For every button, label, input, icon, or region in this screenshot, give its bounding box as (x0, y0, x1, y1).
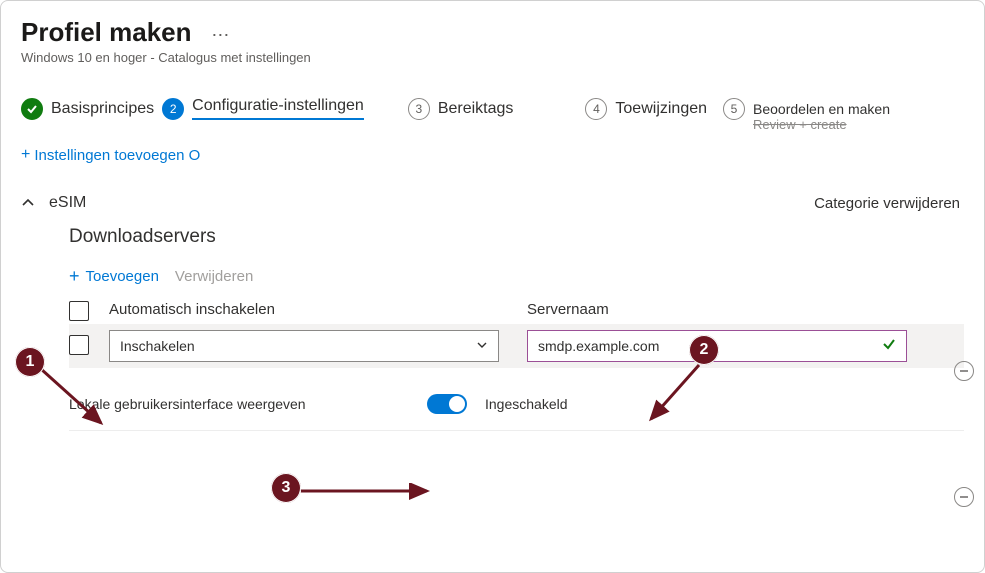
wizard-steps: Basisprincipes 2 Configuratie-instelling… (21, 97, 964, 120)
annotation-badge-2: 2 (689, 335, 719, 365)
step-active-icon: 2 (162, 98, 184, 120)
plus-icon: + (21, 146, 30, 164)
remove-setting-icon[interactable] (954, 361, 974, 381)
valid-check-icon (882, 337, 896, 356)
select-all-checkbox[interactable] (69, 301, 89, 321)
plus-icon: + (69, 266, 80, 287)
step-basics-label[interactable]: Basisprincipes (51, 100, 154, 118)
add-settings-label: Instellingen toevoegen O (34, 147, 200, 164)
table-row: Inschakelen smdp.example.com (69, 324, 964, 368)
auto-enable-dropdown[interactable]: Inschakelen (109, 330, 499, 362)
remove-category-link[interactable]: Categorie verwijderen (814, 195, 960, 212)
step-scope-label[interactable]: Bereiktags (438, 100, 514, 118)
add-row-button[interactable]: + Toevoegen (69, 266, 159, 287)
annotation-arrow-2 (643, 361, 713, 431)
server-name-value: smdp.example.com (538, 338, 659, 354)
remove-setting-icon[interactable] (954, 487, 974, 507)
page-subtitle: Windows 10 en hoger - Catalogus met inst… (21, 50, 964, 65)
add-settings-link[interactable]: + Instellingen toevoegen O (21, 146, 200, 164)
remove-row-button[interactable]: Verwijderen (175, 268, 253, 285)
step-3-icon: 3 (408, 98, 430, 120)
step-5-icon: 5 (723, 98, 745, 120)
chevron-down-icon (476, 338, 488, 354)
annotation-badge-1: 1 (15, 347, 45, 377)
more-icon[interactable]: ⋯ (211, 25, 229, 45)
column-auto-enable: Automatisch inschakelen (109, 301, 499, 324)
annotation-arrow-3 (299, 483, 439, 503)
step-4-icon: 4 (585, 98, 607, 120)
local-ui-label: Lokale gebruikersinterface weergeven (69, 396, 409, 412)
local-ui-toggle[interactable] (427, 394, 467, 414)
local-ui-state: Ingeschakeld (485, 396, 568, 412)
download-servers-title: Downloadservers (69, 226, 964, 248)
category-name: eSIM (49, 194, 86, 212)
chevron-up-icon[interactable] (21, 196, 35, 210)
step-config-label[interactable]: Configuratie-instellingen (192, 97, 364, 120)
dropdown-value: Inschakelen (120, 338, 195, 354)
column-server-name: Servernaam (527, 301, 907, 324)
step-done-icon (21, 98, 43, 120)
divider (69, 430, 964, 431)
remove-row-label: Verwijderen (175, 268, 253, 285)
step-review-ghost: Review + create (753, 117, 847, 132)
step-assign-label[interactable]: Toewijzingen (615, 100, 707, 118)
row-checkbox[interactable] (69, 335, 89, 355)
annotation-arrow-1 (35, 363, 115, 433)
step-review-label[interactable]: Beoordelen en maken (753, 101, 890, 117)
add-row-label: Toevoegen (86, 268, 159, 285)
annotation-badge-3: 3 (271, 473, 301, 503)
page-title: Profiel maken (21, 17, 192, 48)
